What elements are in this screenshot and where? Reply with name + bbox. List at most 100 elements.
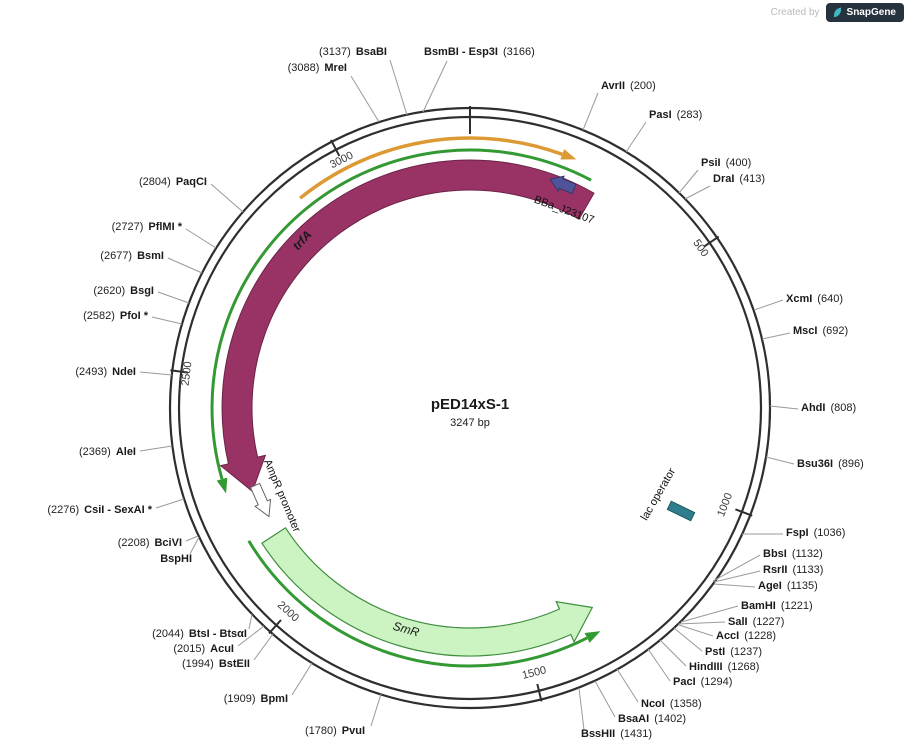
- created-by-text: Created by: [770, 7, 820, 18]
- enzyme-label-bsteii[interactable]: (1994) BstEII: [182, 658, 250, 670]
- enzyme-label-csii-sexai[interactable]: (2276) CsiI - SexAI *: [47, 504, 152, 516]
- enzyme-label-pasi[interactable]: PasI (283): [649, 109, 702, 121]
- lac-operator-label[interactable]: lac operator: [639, 466, 679, 523]
- plasmid-backbone: 500 1000 1500 2000 2500 3000: [168, 106, 772, 710]
- enzyme-label-bsgi[interactable]: (2620) BsgI: [93, 285, 154, 297]
- ampr-promoter-arrow[interactable]: [247, 482, 276, 520]
- snapgene-brand-label: SnapGene: [846, 7, 896, 18]
- enzyme-leader-bsmbi-esp3i: [422, 60, 448, 113]
- enzyme-label-bsaai[interactable]: BsaAI (1402): [618, 713, 686, 725]
- enzyme-label-bbsi[interactable]: BbsI (1132): [763, 548, 823, 560]
- enzyme-label-pfoi[interactable]: (2582) PfoI *: [83, 310, 149, 322]
- enzyme-label-pvui[interactable]: (1780) PvuI: [305, 725, 365, 737]
- scale-tick-1000: [735, 508, 753, 517]
- plasmid-size: 3247 bp: [450, 417, 490, 429]
- snapgene-badge[interactable]: SnapGene: [825, 3, 904, 22]
- enzyme-label-avrii[interactable]: AvrII (200): [601, 80, 656, 92]
- enzyme-label-sali[interactable]: SalI (1227): [728, 616, 784, 628]
- enzyme-label-bsphi[interactable]: BspHI: [160, 553, 192, 565]
- enzyme-label-bsshii[interactable]: BssHII (1431): [581, 728, 652, 740]
- enzyme-label-bsabi[interactable]: (3137) BsaBI: [319, 46, 387, 58]
- enzyme-label-fspi[interactable]: FspI (1036): [786, 527, 845, 539]
- enzyme-label-pflmi[interactable]: (2727) PflMI *: [112, 221, 183, 233]
- scale-label-2500: 2500: [180, 361, 195, 387]
- scale-tick-3000: [330, 139, 341, 157]
- enzyme-leader-bamhi: [680, 605, 739, 623]
- ampr-promoter-label[interactable]: AmpR promoter: [261, 458, 303, 534]
- enzyme-leader-paci: [647, 648, 671, 682]
- green-arc-smr[interactable]: [247, 540, 588, 668]
- enzyme-leader-drai: [684, 185, 711, 200]
- enzyme-label-drai[interactable]: DraI (413): [713, 173, 765, 185]
- enzyme-leader-pflmi: [185, 228, 217, 249]
- enzyme-leader-sali: [677, 621, 726, 625]
- orange-feature-arc[interactable]: [298, 136, 563, 200]
- enzyme-label-alei[interactable]: (2369) AleI: [79, 446, 136, 458]
- features-layer: [210, 136, 696, 668]
- enzyme-label-btsi-btsai[interactable]: (2044) BtsI - BtsαI: [152, 628, 247, 640]
- enzyme-label-ncoi[interactable]: NcoI (1358): [641, 698, 702, 710]
- enzyme-leader-lines: [139, 59, 799, 731]
- enzyme-label-ndei[interactable]: (2493) NdeI: [75, 366, 136, 378]
- scale-label-1500: 1500: [521, 664, 548, 682]
- green-arc-smr-arrowhead: [584, 631, 601, 643]
- enzyme-leader-bsphi: [189, 536, 200, 555]
- enzyme-leader-ndei: [139, 371, 173, 376]
- enzyme-leader-bsu36i: [765, 456, 795, 465]
- enzyme-leader-ahdi: [769, 405, 799, 410]
- enzyme-label-mrei[interactable]: (3088) MreI: [288, 62, 347, 74]
- enzyme-leader-psii: [678, 169, 699, 194]
- enzyme-label-bamhi[interactable]: BamHI (1221): [741, 600, 813, 612]
- enzyme-label-psii[interactable]: PsiI (400): [701, 157, 751, 169]
- enzyme-leader-hindiii: [659, 639, 687, 667]
- enzyme-leader-alei: [139, 445, 173, 452]
- enzyme-leader-bsaai: [594, 680, 616, 718]
- enzyme-label-acui[interactable]: (2015) AcuI: [173, 643, 234, 655]
- enzyme-label-rsrii[interactable]: RsrII (1133): [763, 564, 823, 576]
- enzyme-label-msci[interactable]: MscI (692): [793, 325, 848, 337]
- enzyme-leader-psti: [673, 627, 703, 652]
- plasmid-title-block: pED14xS-1 3247 bp: [431, 396, 509, 429]
- trfa-gene-arrow[interactable]: [219, 159, 595, 493]
- enzyme-label-hindiii[interactable]: HindIII (1268): [689, 661, 759, 673]
- enzyme-label-bsmbi-esp3i[interactable]: BsmBI - Esp3I (3166): [424, 46, 535, 58]
- enzyme-leader-acci: [678, 624, 714, 637]
- scale-label-1000: 1000: [715, 491, 735, 518]
- smr-gene-arrow[interactable]: [261, 526, 594, 657]
- enzyme-labels-layer: AvrII (200) PasI (283) PsiI (400) DraI (413)…: [47, 46, 863, 740]
- enzyme-leader-bpmi: [291, 662, 313, 696]
- green-arc-trfa[interactable]: [210, 148, 592, 480]
- enzyme-label-agei[interactable]: AgeI (1135): [758, 580, 818, 592]
- enzyme-label-bsmi[interactable]: (2677) BsmI: [100, 250, 164, 262]
- green-arc-trfa-arrowhead: [216, 477, 228, 494]
- enzyme-leader-msci: [761, 332, 791, 340]
- enzyme-label-paci[interactable]: PacI (1294): [673, 676, 732, 688]
- enzyme-leader-ncoi: [616, 668, 639, 703]
- snapgene-logo-icon: [833, 7, 841, 17]
- scale-tick-2000: [268, 619, 282, 635]
- scale-label-2000: 2000: [275, 599, 301, 624]
- enzyme-leader-bsgi: [157, 291, 190, 304]
- enzyme-leader-acui: [237, 625, 265, 647]
- orange-feature-arrowhead: [560, 149, 577, 160]
- enzyme-label-bpmi[interactable]: (1909) BpmI: [224, 693, 288, 705]
- enzyme-leader-mrei: [350, 75, 380, 123]
- enzyme-label-bcivi[interactable]: (2208) BciVI: [118, 537, 182, 549]
- enzyme-leader-bsteii: [253, 633, 274, 661]
- scale-tick-500: [703, 235, 720, 248]
- attribution-bar: Created by SnapGene: [771, 3, 904, 22]
- enzyme-label-psti[interactable]: PstI (1237): [705, 646, 762, 658]
- lac-operator-box[interactable]: [666, 500, 696, 522]
- enzyme-leader-avrii: [582, 92, 599, 131]
- enzyme-label-ahdi[interactable]: AhdI (808): [801, 402, 856, 414]
- enzyme-leader-pvui: [370, 693, 382, 727]
- enzyme-leader-xcmi: [753, 299, 784, 311]
- enzyme-label-bsu36i[interactable]: Bsu36I (896): [797, 458, 864, 470]
- bba-j23107-arrow[interactable]: [547, 172, 577, 197]
- enzyme-label-paqci[interactable]: (2804) PaqCI: [139, 176, 207, 188]
- enzyme-label-xcmi[interactable]: XcmI (640): [786, 293, 843, 305]
- enzyme-leader-bsshii: [578, 687, 585, 731]
- enzyme-leader-btsi-btsai: [248, 613, 253, 630]
- enzyme-label-acci[interactable]: AccI (1228): [716, 630, 776, 642]
